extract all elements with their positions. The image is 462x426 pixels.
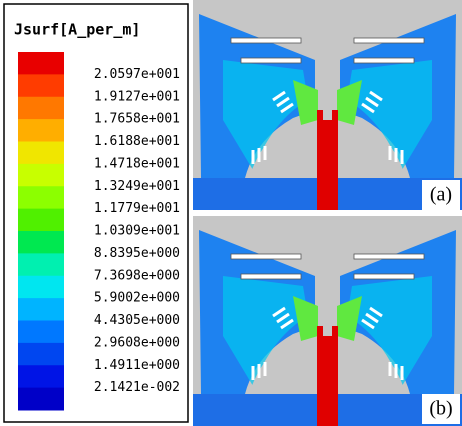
legend-label: 1.9127e+001 — [94, 89, 180, 104]
legend-label: 4.4305e+000 — [94, 313, 180, 328]
color-swatch — [18, 209, 64, 232]
legend-label: 2.1421e-002 — [94, 380, 180, 395]
legend-label: 2.9608e+000 — [94, 335, 180, 350]
legend-label: 1.0309e+001 — [94, 224, 180, 239]
legend-labels: 2.0597e+001 1.9127e+001 1.7658e+001 1.6188e… — [94, 67, 180, 395]
legend-title: Jsurf[A_per_m] — [14, 21, 140, 39]
color-swatch — [18, 253, 64, 276]
panel-b-plot — [193, 216, 462, 426]
legend-label: 5.9002e+000 — [94, 291, 180, 306]
legend-label: 8.8395e+000 — [94, 246, 180, 261]
color-swatch — [18, 231, 64, 254]
color-swatch — [18, 119, 64, 142]
legend-label: 7.3698e+000 — [94, 268, 180, 283]
panel-a-plot — [193, 0, 462, 210]
figure: Jsurf[A_per_m] 2.0597e+001 1.9127e+001 1.7… — [0, 0, 462, 426]
panel-label: (b) — [429, 398, 452, 420]
legend-label: 2.0597e+001 — [94, 67, 180, 82]
legend-label: 1.7658e+001 — [94, 112, 180, 127]
color-swatch — [18, 97, 64, 120]
color-swatch — [18, 52, 64, 75]
color-swatch — [18, 365, 64, 388]
color-swatch — [18, 276, 64, 299]
color-swatch — [18, 164, 64, 187]
legend-label: 1.1779e+001 — [94, 201, 180, 216]
legend-label: 1.3249e+001 — [94, 179, 180, 194]
color-swatch — [18, 343, 64, 366]
legend-label: 1.6188e+001 — [94, 134, 180, 149]
panel-label: (a) — [430, 184, 452, 206]
color-bar — [18, 52, 64, 411]
color-swatch — [18, 298, 64, 321]
color-swatch — [18, 186, 64, 209]
color-swatch — [18, 74, 64, 97]
color-swatch — [18, 388, 64, 411]
legend-label: 1.4718e+001 — [94, 156, 180, 171]
color-swatch — [18, 142, 64, 165]
legend-label: 1.4911e+000 — [94, 358, 180, 373]
color-swatch — [18, 321, 64, 344]
